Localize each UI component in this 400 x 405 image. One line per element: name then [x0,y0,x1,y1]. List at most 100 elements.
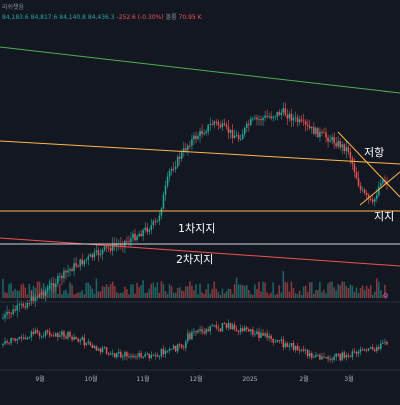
price-candle [10,313,12,315]
x-tick-label: 2025 [242,376,257,383]
oscillator-candle [40,335,43,337]
volume-bar [266,292,268,298]
oscillator-candle [217,327,220,329]
oscillator-candle [89,341,92,345]
volume-bar [203,293,205,298]
volume-bar [191,285,193,298]
price-candle [274,116,276,118]
price-candle [359,185,362,190]
oscillator-candle [26,337,29,340]
price-candle [193,135,195,140]
volume-bar [227,288,230,298]
volume-bar [172,292,175,298]
volume-bar [225,291,228,298]
volume-bar [166,293,169,298]
price-candle [160,208,163,216]
oscillator-candle [65,336,67,339]
price-candle [248,123,250,125]
oscillator-candle [359,349,362,352]
volume-bar [223,293,226,298]
volume-bar [132,284,134,298]
price-candle [331,137,333,141]
price-candle [365,192,368,195]
oscillator-candle [185,341,187,348]
price-candle [67,270,69,273]
volume-bar [22,283,25,298]
volume-bar [258,281,260,298]
price-candle [201,130,203,135]
price-candle [221,123,224,128]
price-candle [197,136,199,139]
oscillator-candle [148,353,151,359]
price-candle [12,309,14,315]
oscillator-candle [300,349,303,351]
oscillator-candle [24,337,27,340]
volume-bar [105,284,108,298]
volume-bar [274,294,276,298]
oscillator-candle [288,345,291,347]
volume-bar [359,288,362,298]
volume-bar [130,284,132,298]
volume-bar [36,281,39,298]
price-candle [2,317,4,319]
volume-bar [180,290,183,298]
volume-bar [211,289,213,298]
oscillator-candle [126,352,128,357]
price-candle [329,140,331,142]
volume-bar [296,294,299,298]
oscillator-candle [376,347,378,352]
oscillator-candle [378,347,380,349]
volume-bar [20,284,23,298]
price-candle [34,298,37,302]
price-candle [178,156,181,159]
volume-bar [113,285,116,298]
oscillator-candle [345,355,348,358]
volume-bar [302,286,305,298]
volume-bar [365,285,368,298]
price-candle [24,306,27,308]
volume-bar [237,284,240,298]
volume-bar [14,288,16,298]
x-tick-label: 9월 [35,375,44,383]
price-candle [280,112,283,116]
volume-bar [386,293,388,298]
oscillator-candle [140,353,142,358]
price-candle [266,115,268,117]
oscillator-candle [122,356,124,358]
oscillator-candle [243,327,246,331]
volume-bar [32,285,35,298]
oscillator-candle [365,349,368,351]
oscillator-candle [308,353,311,357]
price-candle [382,180,384,184]
price-candle [231,130,234,138]
volume-bar [158,292,161,298]
oscillator-candle [168,348,171,351]
oscillator-candle [59,335,61,337]
oscillator-candle [146,353,148,355]
volume-bar [97,291,100,298]
change-value: -252.6 (-0.30%) [116,14,164,21]
price-candle [278,112,281,116]
price-candle [69,269,71,271]
oscillator-candle [268,335,270,338]
price-candle [337,141,339,147]
volume-bar [300,294,303,298]
oscillator-candle [61,331,63,336]
price-candle [306,124,309,126]
volume-bar [327,283,329,298]
price-candle [298,119,301,123]
price-candle [205,131,207,134]
oscillator-candle [176,344,179,352]
volume-bar [197,294,199,298]
oscillator-candle [57,333,59,337]
oscillator-candle [130,355,132,357]
volume-bar [278,285,281,298]
volume-bar [61,294,63,298]
volume-bar [243,285,246,298]
oscillator-candle [355,352,358,354]
price-candle [166,176,169,186]
volume-bar [189,281,191,298]
volume-bar [126,289,128,298]
